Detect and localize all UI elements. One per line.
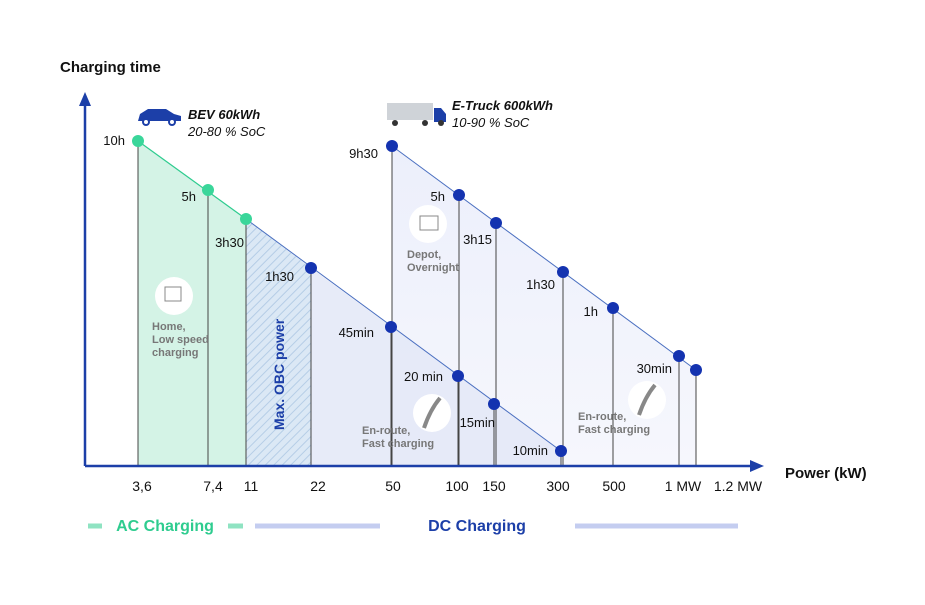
annotation: Fast charging [362,438,434,450]
bev-point [488,398,500,410]
truck-time-label: 5h [431,189,445,204]
home-icon-house [164,286,182,302]
truck-time-label: 1h [584,304,598,319]
truck-point [673,350,685,362]
truck-point [690,364,702,376]
x-tick-label: 7,4 [203,478,223,494]
road-icon-2-road [637,383,657,416]
annotation: Low speed [152,334,209,346]
dc-area [311,268,561,466]
obc-label: Max. OBC power [271,318,287,430]
legend-dc: DC Charging [428,518,526,535]
obc-area [246,219,311,466]
x-tick-label: 22 [310,478,326,494]
legend-ac: AC Charging [116,518,214,535]
truck-point [607,302,619,314]
x-tick-label: 1.2 MW [714,478,763,494]
truck-icon [387,103,446,126]
annotation: Home, [152,321,186,333]
truck-point [490,217,502,229]
bev-point [132,135,144,147]
bev-time-label: 1h30 [265,269,294,284]
bev-point [240,213,252,225]
truck-line [391,145,697,371]
annotation: charging [152,347,198,359]
annotation: Fast charging [578,424,650,436]
x-axis-label: Power (kW) [785,465,867,482]
x-arrow [750,460,764,472]
bev-time-label: 15min [460,415,495,430]
y-arrow [79,92,91,106]
bev-time-label: 3h30 [215,235,244,250]
truck-title: E-Truck 600kWh [452,98,553,113]
annotation: Depot, [407,249,441,261]
depot-icon [409,205,447,243]
bev-time-label: 10min [513,443,548,458]
bev-line-ac [137,140,247,220]
truck-point [386,140,398,152]
x-tick-label: 150 [482,478,506,494]
bev-time-label: 5h [182,189,196,204]
car-icon [138,109,181,126]
truck-point [557,266,569,278]
truck-time-label: 30min [637,361,672,376]
bev-point [202,184,214,196]
bev-time-label: 10h [103,133,125,148]
annotation: En-route, [578,411,626,423]
bev-time-label: 45min [339,325,374,340]
bev-point [555,445,567,457]
x-tick-label: 500 [602,478,626,494]
truck-subtitle: 10-90 % SoC [452,115,530,130]
x-tick-label: 50 [385,478,401,494]
ac-area [138,141,246,466]
truck-time-label: 1h30 [526,277,555,292]
bev-point [452,370,464,382]
annotation: En-route, [362,425,410,437]
truck-point [453,189,465,201]
home-icon [155,277,193,315]
x-tick-label: 100 [445,478,469,494]
truck-time-label: 9h30 [349,146,378,161]
x-tick-label: 300 [546,478,570,494]
dynamic: 3,6 7,4 11 22 50 100 150 300 500 1 MW 1.2 MW 10h 5h 3… [103,133,763,494]
x-tick-label: 3,6 [132,478,152,494]
bev-title: BEV 60kWh [188,107,260,122]
road-icon-1-road [422,396,442,429]
bev-point [385,321,397,333]
x-tick-label: 1 MW [665,478,702,494]
truck-time-label: 3h15 [463,232,492,247]
bev-line-dc [245,218,562,452]
annotation: Overnight [407,262,459,274]
depot-icon-building [419,215,439,231]
bev-time-label: 20 min [404,369,443,384]
bev-point [305,262,317,274]
y-axis-label: Charging time [60,59,161,76]
bev-subtitle: 20-80 % SoC [187,124,266,139]
x-tick-label: 11 [244,478,259,494]
